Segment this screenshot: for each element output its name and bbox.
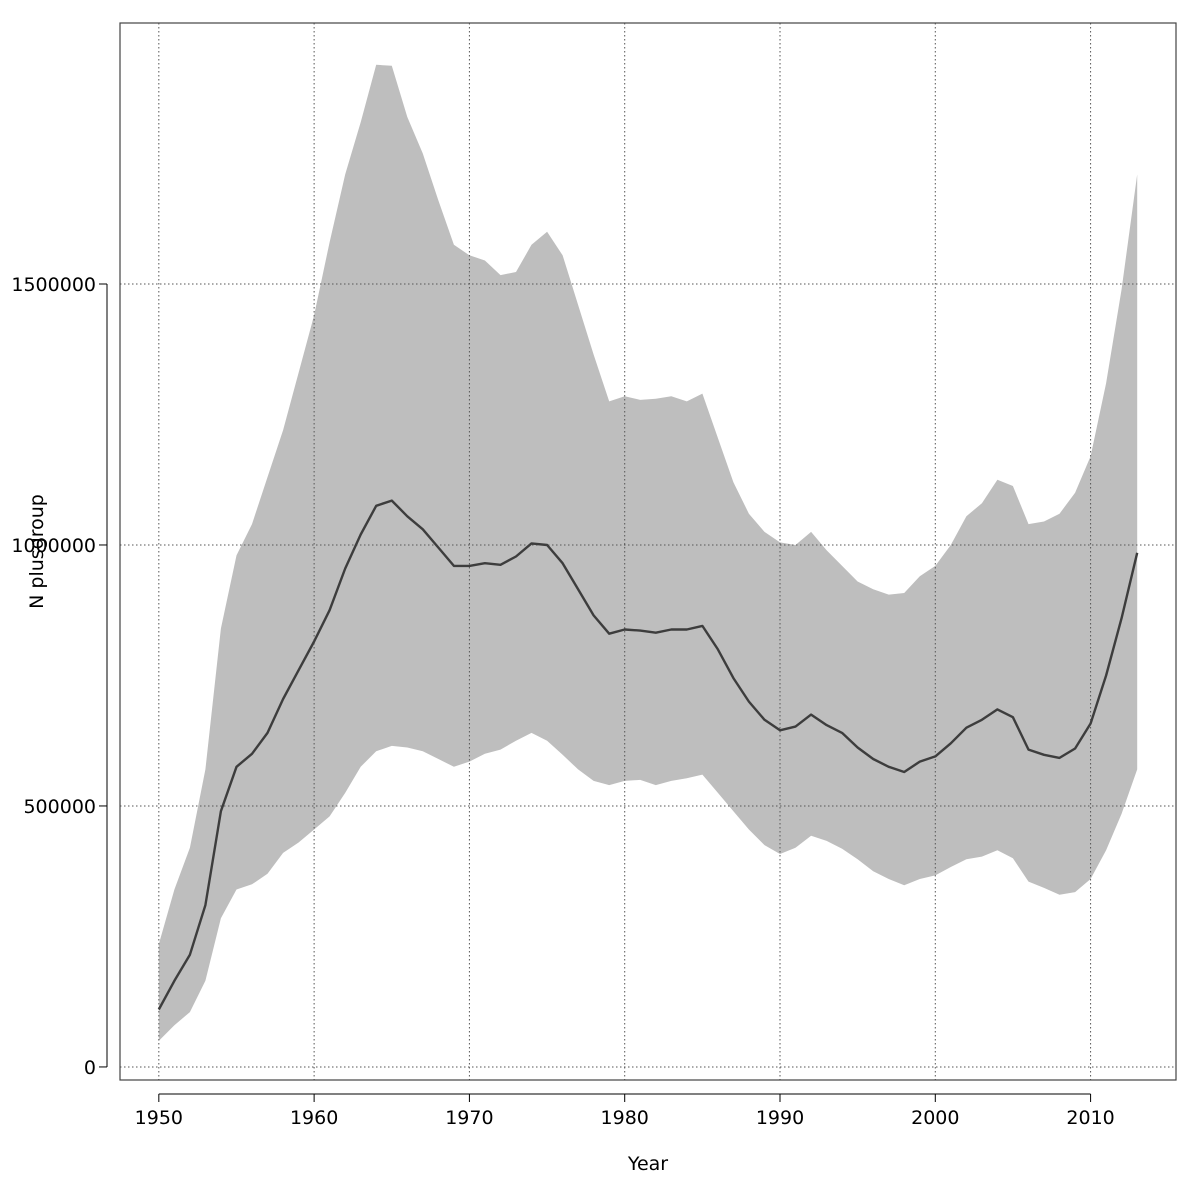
y-axis-label: N plusgroup [26, 494, 48, 609]
x-tick-label-2010: 2010 [1066, 1107, 1114, 1129]
plot-frame [119, 22, 1177, 1081]
x-tick-label-1980: 1980 [601, 1107, 649, 1129]
y-tick-label-1000000: 1000000 [11, 535, 96, 557]
y-tick-label-0: 0 [84, 1057, 96, 1079]
confidence-band [158, 64, 1138, 1041]
x-tick-label-1970: 1970 [445, 1107, 493, 1129]
confidence-band-layer [158, 64, 1138, 1041]
y-axis: 0 500000 1000000 1500000 [11, 274, 108, 1079]
x-axis: 1950 1960 1970 1980 1990 2000 2010 [135, 1093, 1115, 1129]
x-tick-label-1960: 1960 [290, 1107, 338, 1129]
x-tick-label-2000: 2000 [911, 1107, 959, 1129]
median-line [157, 499, 1139, 1011]
y-tick-label-1500000: 1500000 [11, 274, 96, 296]
x-axis-label: Year [627, 1153, 668, 1175]
x-tick-label-1950: 1950 [135, 1107, 183, 1129]
x-tick-label-1990: 1990 [756, 1107, 804, 1129]
median-line-layer [157, 499, 1139, 1011]
y-tick-label-500000: 500000 [23, 796, 96, 818]
grid-layer [120, 23, 1176, 1080]
